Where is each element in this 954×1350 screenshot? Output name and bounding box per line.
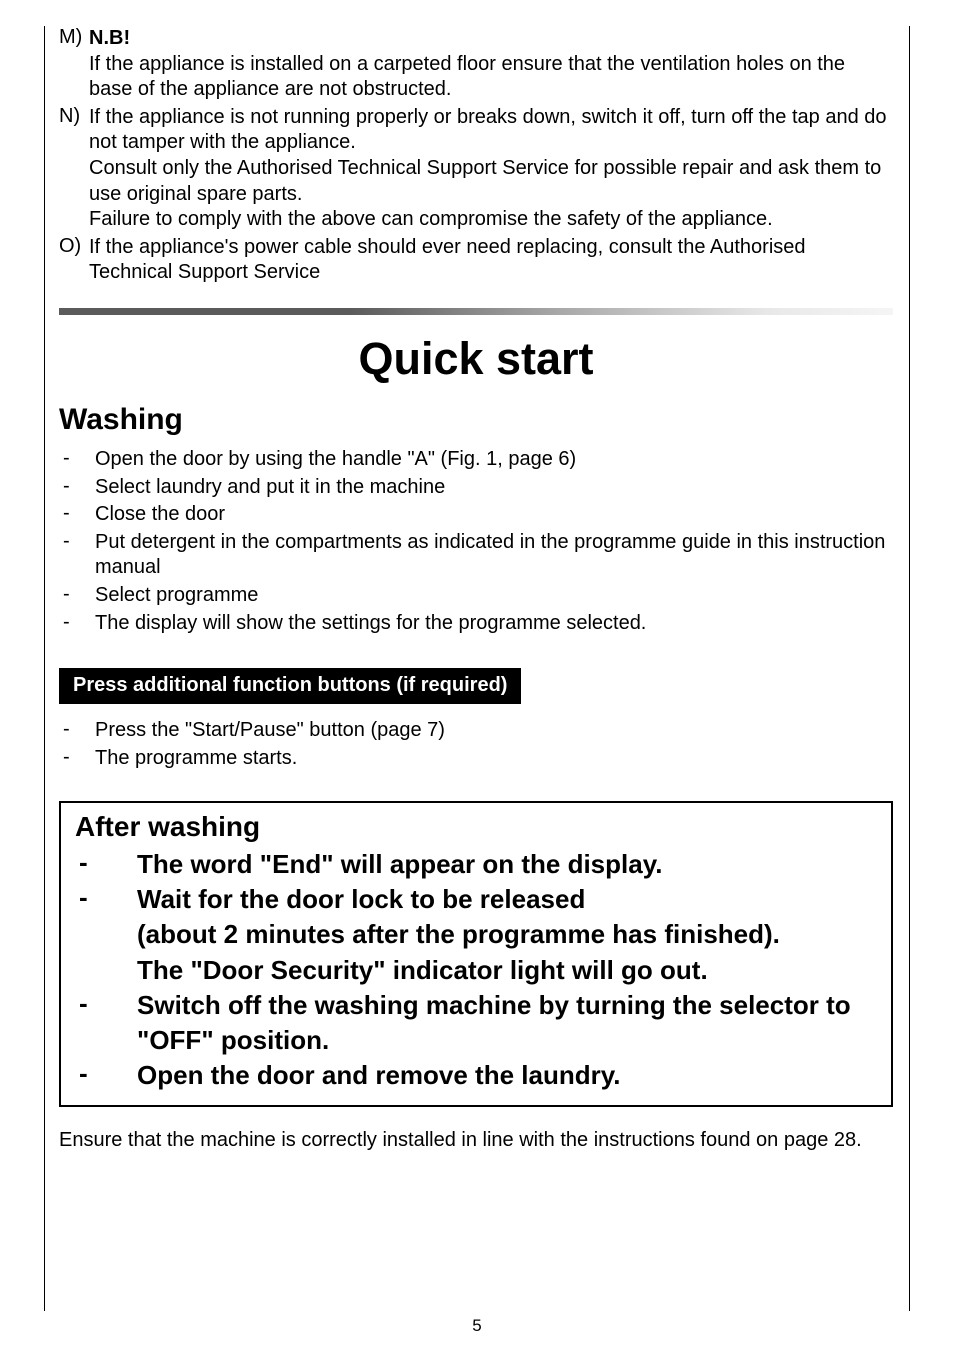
washing-list: - Open the door by using the handle "A" … xyxy=(59,447,893,636)
list-body: If the appliance is not running properly… xyxy=(89,105,893,233)
nb-bold: N.B! xyxy=(89,27,130,49)
dash-marker: - xyxy=(59,447,95,470)
list-item-o: O) If the appliance's power cable should… xyxy=(59,235,893,286)
list-item-m: M) N.B! If the appliance is installed on… xyxy=(59,26,893,103)
dash-marker: - xyxy=(59,530,95,553)
dash-marker: - xyxy=(75,847,137,878)
list-body: Open the door and remove the laundry. xyxy=(137,1058,877,1093)
n-text-1: If the appliance is not running properly… xyxy=(89,106,887,154)
divider xyxy=(59,308,893,315)
dash-marker: - xyxy=(75,1058,137,1089)
dash-marker: - xyxy=(59,502,95,525)
dash-marker: - xyxy=(75,988,137,1019)
list-item: - Switch off the washing machine by turn… xyxy=(75,988,877,1058)
list-marker: M) xyxy=(59,26,89,49)
list-item: - The programme starts. xyxy=(59,746,893,772)
list-item: - The word "End" will appear on the disp… xyxy=(75,847,877,882)
dash-marker: - xyxy=(59,611,95,634)
function-banner: Press additional function buttons (if re… xyxy=(59,668,521,704)
after-list: - The word "End" will appear on the disp… xyxy=(75,847,877,1093)
list-body: If the appliance's power cable should ev… xyxy=(89,235,893,286)
washing-heading: Washing xyxy=(59,403,893,437)
dash-marker: - xyxy=(59,746,95,769)
list-marker: O) xyxy=(59,235,89,258)
list-body: The programme starts. xyxy=(95,746,893,772)
top-list: M) N.B! If the appliance is installed on… xyxy=(59,26,893,286)
list-body: N.B! If the appliance is installed on a … xyxy=(89,26,893,103)
list-item: - Press the "Start/Pause" button (page 7… xyxy=(59,718,893,744)
list-item: - Put detergent in the compartments as i… xyxy=(59,530,893,581)
list-item: - Open the door and remove the laundry. xyxy=(75,1058,877,1093)
dash-marker: - xyxy=(75,882,137,913)
list-item: - The display will show the settings for… xyxy=(59,611,893,637)
list-body: Switch off the washing machine by turnin… xyxy=(137,988,877,1058)
list-body: Press the "Start/Pause" button (page 7) xyxy=(95,718,893,744)
list-body: Wait for the door lock to be released (a… xyxy=(137,882,877,987)
list-marker: N) xyxy=(59,105,89,128)
list-item: - Wait for the door lock to be released … xyxy=(75,882,877,987)
page-number: 5 xyxy=(0,1316,954,1336)
list-item: - Open the door by using the handle "A" … xyxy=(59,447,893,473)
list-body: Close the door xyxy=(95,502,893,528)
post-banner-list: - Press the "Start/Pause" button (page 7… xyxy=(59,718,893,771)
list-body: The word "End" will appear on the displa… xyxy=(137,847,877,882)
footer-text: Ensure that the machine is correctly ins… xyxy=(59,1127,893,1153)
n-text-2: Consult only the Authorised Technical Su… xyxy=(89,157,881,205)
dash-marker: - xyxy=(59,718,95,741)
after-heading: After washing xyxy=(75,811,877,843)
m-text: If the appliance is installed on a carpe… xyxy=(89,53,845,101)
list-body: Put detergent in the compartments as ind… xyxy=(95,530,893,581)
list-item: - Select programme xyxy=(59,583,893,609)
list-item: - Close the door xyxy=(59,502,893,528)
o-text: If the appliance's power cable should ev… xyxy=(89,236,806,284)
page-frame: M) N.B! If the appliance is installed on… xyxy=(44,26,910,1311)
list-body: The display will show the settings for t… xyxy=(95,611,893,637)
dash-marker: - xyxy=(59,475,95,498)
after-washing-box: After washing - The word "End" will appe… xyxy=(59,801,893,1107)
n-text-3: Failure to comply with the above can com… xyxy=(89,208,773,230)
list-item: - Select laundry and put it in the machi… xyxy=(59,475,893,501)
list-body: Open the door by using the handle "A" (F… xyxy=(95,447,893,473)
list-body: Select programme xyxy=(95,583,893,609)
dash-marker: - xyxy=(59,583,95,606)
list-item-n: N) If the appliance is not running prope… xyxy=(59,105,893,233)
list-body: Select laundry and put it in the machine xyxy=(95,475,893,501)
page-title: Quick start xyxy=(59,333,893,385)
